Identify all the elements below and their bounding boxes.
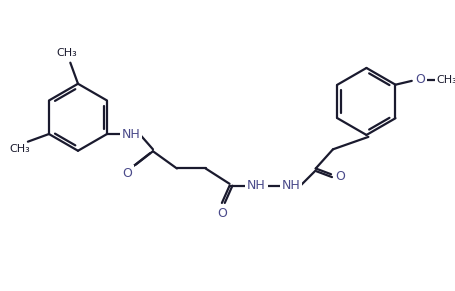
Text: NH: NH	[281, 179, 299, 192]
Text: NH: NH	[121, 127, 140, 141]
Text: O: O	[217, 207, 226, 220]
Text: O: O	[122, 167, 132, 180]
Text: CH₃: CH₃	[56, 48, 77, 58]
Text: NH: NH	[247, 179, 265, 192]
Text: O: O	[335, 170, 345, 183]
Text: CH₃: CH₃	[10, 144, 30, 154]
Text: O: O	[415, 73, 425, 86]
Text: CH₃: CH₃	[436, 75, 455, 85]
